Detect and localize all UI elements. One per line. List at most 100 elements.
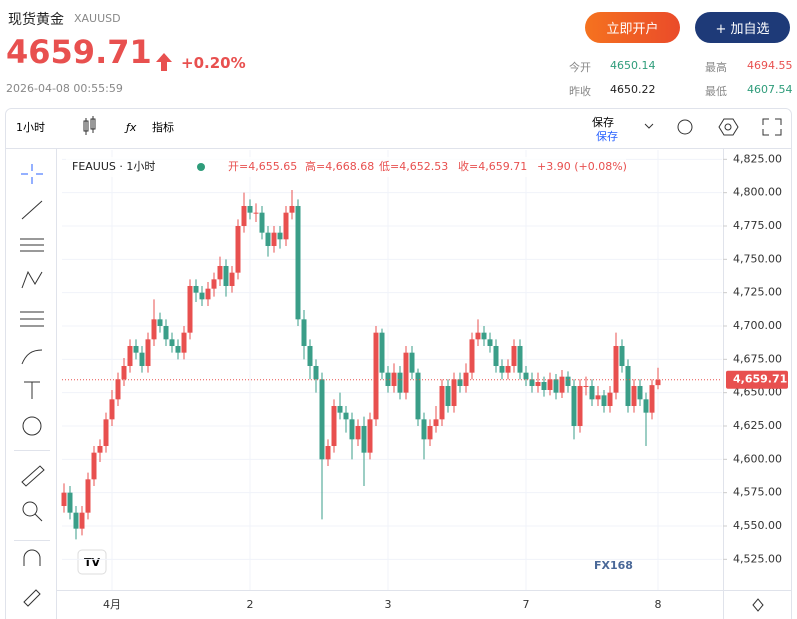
candle-body: [403, 352, 409, 393]
candle-body: [481, 332, 487, 340]
x-tick-label: 3: [385, 598, 392, 611]
alert-icon[interactable]: [677, 119, 693, 135]
save-sub: 保存: [596, 129, 618, 143]
candle-body: [109, 399, 115, 420]
stat-label: 最高: [705, 61, 727, 74]
legend-item: 低=4,652.53: [379, 160, 448, 173]
stat-label: 最低: [705, 85, 727, 98]
candle-body: [289, 206, 295, 213]
candle-body: [361, 426, 367, 453]
add-watch-button[interactable]: + 加自选: [695, 12, 790, 43]
dropdown-icon[interactable]: [644, 123, 654, 129]
candle-body: [349, 419, 355, 440]
candle-body: [301, 319, 307, 346]
candle-body: [379, 332, 385, 373]
candle-body: [193, 286, 199, 293]
axis-settings-icon[interactable]: [752, 598, 764, 612]
candle-body: [457, 379, 463, 386]
candle-body: [253, 212, 259, 214]
settings-icon[interactable]: [718, 118, 739, 136]
candle-body: [313, 366, 319, 380]
candle-icon[interactable]: [83, 116, 96, 135]
candle-body: [655, 379, 661, 386]
candle-body: [397, 372, 403, 393]
candle-body: [157, 319, 163, 326]
price-label-box: [726, 370, 788, 389]
candle-body: [217, 266, 223, 280]
symbol-label: FEAUUS · 1小时: [72, 160, 155, 173]
candle-body: [169, 339, 175, 346]
stat-label: 今开: [569, 61, 591, 74]
save[interactable]: 保存: [592, 115, 614, 129]
candle-body: [115, 379, 121, 400]
candle-body: [163, 326, 169, 340]
drawing-tools[interactable]: [20, 164, 45, 607]
stat-value: 4650.14: [610, 59, 656, 72]
candle-body: [355, 426, 361, 440]
candle-body: [625, 366, 631, 406]
fx-icon[interactable]: ƒx: [124, 121, 137, 134]
candle-body: [517, 346, 523, 373]
candle-body: [295, 206, 301, 320]
tv-logo-text: TV: [84, 556, 101, 569]
candle-body: [511, 346, 517, 366]
candle-body: [61, 492, 67, 506]
stat-value: 4694.55: [747, 59, 793, 72]
candle-body: [151, 319, 157, 340]
candle-body: [67, 492, 73, 513]
interval[interactable]: 1小时: [16, 121, 45, 134]
stat-label: 昨收: [569, 85, 591, 98]
candle-body: [175, 346, 181, 353]
watermark: FX168: [594, 559, 633, 572]
candle-body: [85, 479, 91, 513]
candle-body: [607, 392, 613, 406]
candle-body: [415, 372, 421, 420]
candle-body: [199, 292, 205, 300]
status-dot: [197, 163, 205, 171]
candle-body: [187, 286, 193, 333]
legend-item: 开=4,655.65: [228, 160, 297, 173]
fullscreen-icon[interactable]: [762, 118, 782, 136]
candle-body: [139, 352, 145, 366]
candle-body: [283, 212, 289, 240]
open-account-button[interactable]: 立即开户: [585, 12, 680, 43]
candle-body: [265, 232, 271, 246]
candle-body: [247, 206, 253, 213]
candle-body: [613, 346, 619, 393]
candle-body: [433, 419, 439, 426]
y-tick-label: 4,775.00: [733, 219, 782, 232]
title: 现货黄金: [8, 12, 64, 28]
y-tick-label: 4,650.00: [733, 386, 782, 399]
y-tick-label: 4,825.00: [733, 152, 782, 165]
candle-body: [439, 386, 445, 420]
candle-body: [211, 279, 217, 289]
candle-body: [181, 332, 187, 353]
candle-body: [547, 379, 553, 390]
y-tick-label: 4,525.00: [733, 552, 782, 565]
candle-body: [73, 512, 79, 529]
y-tick-label: 4,700.00: [733, 319, 782, 332]
candle-body: [343, 412, 349, 420]
stat-value: 4650.22: [610, 83, 656, 96]
x-tick-label: 8: [655, 598, 662, 611]
indicators[interactable]: 指标: [152, 120, 174, 134]
candle-body: [643, 399, 649, 413]
candle-body: [565, 376, 571, 386]
y-tick-label: 4,675.00: [733, 352, 782, 365]
candle-body: [241, 206, 247, 226]
candle-body: [577, 386, 583, 426]
candle-body: [529, 379, 535, 386]
candle-body: [595, 395, 601, 400]
x-tick-label: 4月: [103, 598, 121, 611]
candle-body: [331, 406, 337, 446]
candle-body: [319, 379, 325, 460]
candle-body: [505, 366, 511, 373]
y-tick-label: 4,575.00: [733, 486, 782, 499]
candle-body: [571, 386, 577, 426]
change: +0.20%: [181, 54, 246, 72]
time: 2026-04-08 00:55:59: [6, 82, 123, 95]
candle-body: [499, 366, 505, 373]
candle-body: [307, 346, 313, 366]
